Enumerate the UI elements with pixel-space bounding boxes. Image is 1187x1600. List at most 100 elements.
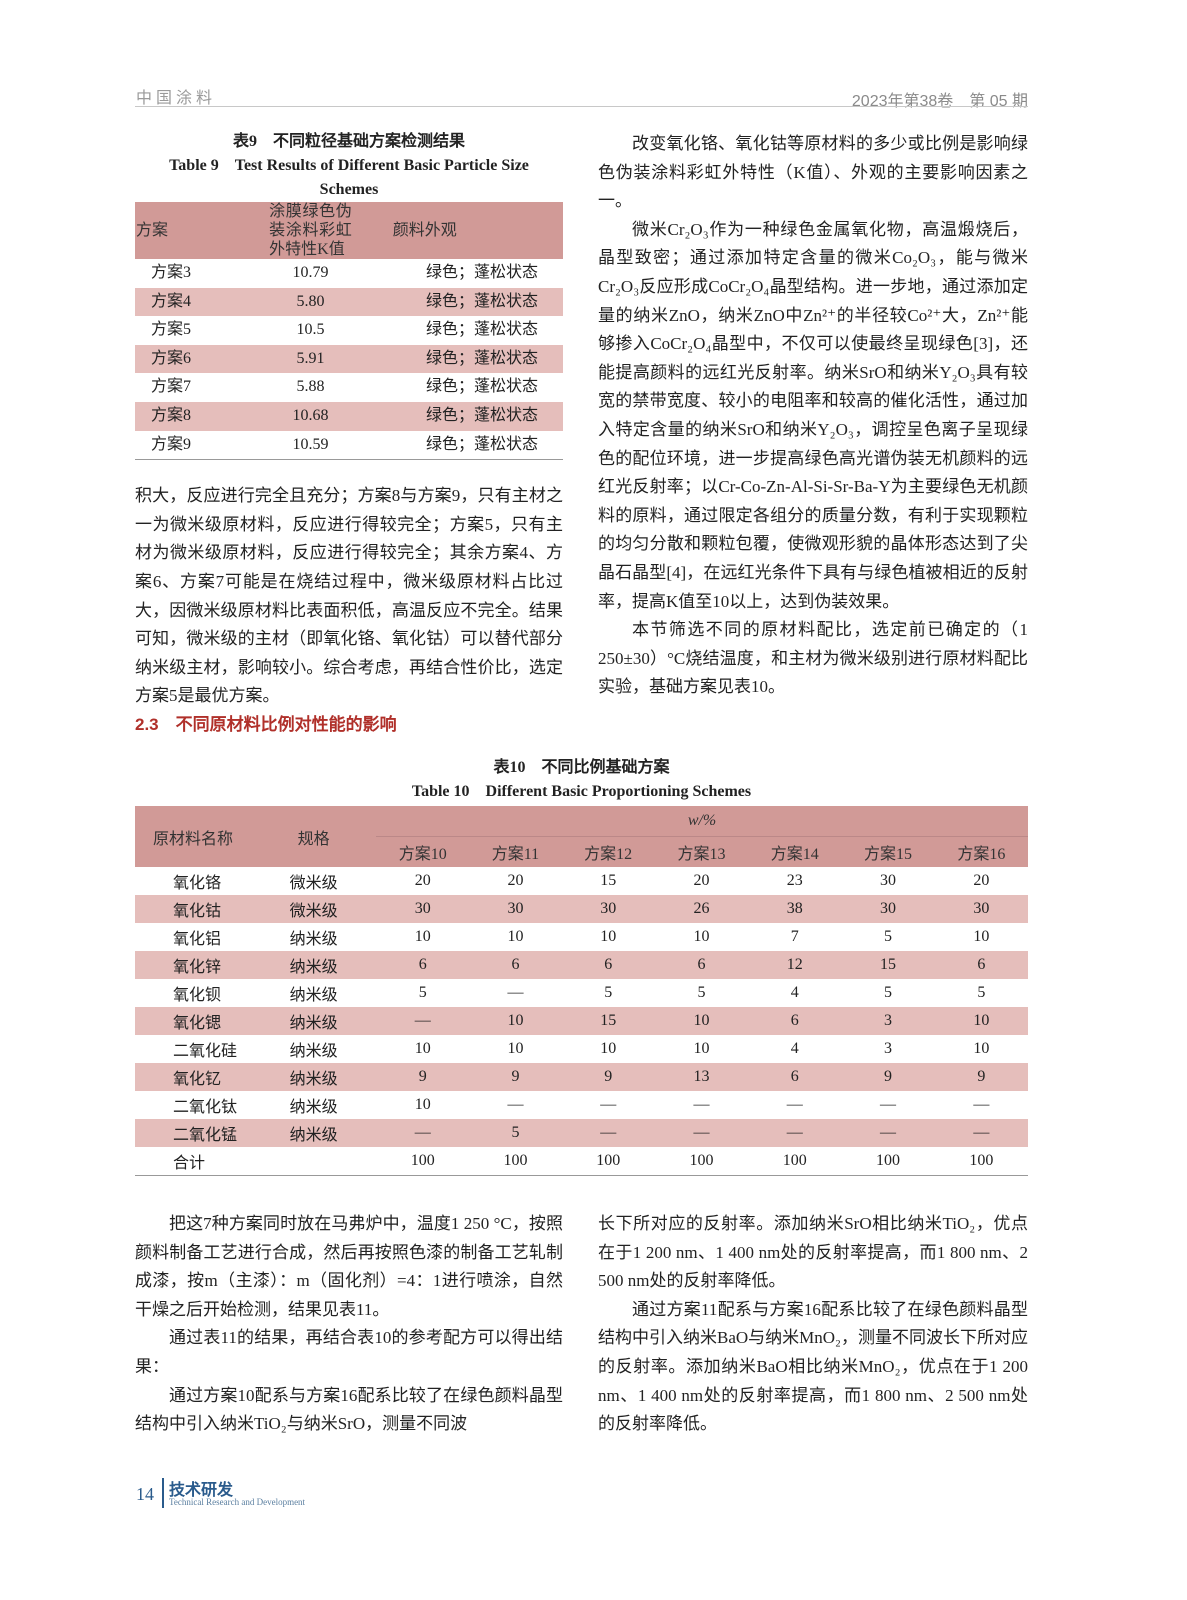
table10-spec: 纳米级 xyxy=(289,1099,338,1116)
table9-row: 方案5 10.5 绿色；蓬松状态 xyxy=(135,316,563,345)
table10-value: 30 xyxy=(469,895,562,923)
table10-row: 氧化钇 纳米级 9 9 9 13 6 9 9 xyxy=(135,1063,1028,1091)
table10-row: 氧化锶 纳米级 —10 15 10 6 3 10 xyxy=(135,1007,1028,1035)
table9-cell: 方案9 xyxy=(135,430,230,461)
table10-spec xyxy=(251,1147,377,1176)
table10-value: 26 xyxy=(654,895,749,923)
table10-scheme-header: 方案16 xyxy=(934,836,1028,867)
table10-material-name: 氧化锶 xyxy=(135,1007,252,1035)
table10-material-name: 二氧化锰 xyxy=(135,1119,252,1147)
table10-value: — xyxy=(880,1096,897,1113)
table10-material-name: 氧化锌 xyxy=(135,951,252,979)
table10-row: 氧化铝 纳米级 10 10 10 10 7 5 10 xyxy=(135,923,1028,951)
table10-value: — xyxy=(376,1007,470,1035)
table10-material-name: 二氧化钛 xyxy=(173,1099,238,1116)
table10-value: 10 xyxy=(414,1040,431,1057)
table10-scheme-header: 方案11 xyxy=(469,836,562,867)
table9-header: 方案 xyxy=(135,202,230,259)
table10-row: 二氧化硅 纳米级 10 10 10 10 4 3 10 xyxy=(135,1035,1028,1063)
table9-cell: 5.91 xyxy=(229,344,392,374)
table10-header-spec: 规格 xyxy=(251,806,377,867)
table9-cell: 绿色；蓬松状态 xyxy=(391,401,563,431)
table10-value: 10 xyxy=(934,1007,1028,1035)
journal-name: 中国涂料 xyxy=(136,90,217,107)
table9-cell: 10.59 xyxy=(229,430,392,461)
section-heading: 2.3 不同原材料比例对性能的影响 xyxy=(135,714,397,734)
table9: 方案 涂膜绿色伪装涂料彩虹外特性K值 颜料外观 方案3 10.79 绿色；蓬松状态方… xyxy=(135,202,563,461)
left-column: 表9 不同粒径基础方案检测结果 Table 9 Test Results of … xyxy=(135,130,563,740)
table10-value: — xyxy=(786,1096,803,1113)
table10-value: 20 xyxy=(973,872,990,889)
table10-value: — xyxy=(934,1119,1028,1147)
table9-cell: 方案5 xyxy=(151,321,192,339)
table10-row: 氧化钴 微米级 30 30 30 26 38 30 30 xyxy=(135,895,1028,923)
table10-value: 3 xyxy=(884,1040,893,1057)
table10-spec: 纳米级 xyxy=(289,1043,338,1060)
table10-value: 30 xyxy=(841,895,935,923)
table9-cell: 方案4 xyxy=(135,287,230,317)
table9-cell: 方案3 xyxy=(151,264,192,281)
table9-cell: 绿色；蓬松状态 xyxy=(391,344,563,374)
table10-value: 10 xyxy=(693,928,710,945)
table10-material-name: 二氧化硅 xyxy=(173,1043,238,1060)
table9-row: 方案6 5.91 绿色；蓬松状态 xyxy=(135,344,563,374)
table10-value: 10 xyxy=(507,1040,524,1057)
table10-value: 10 xyxy=(414,928,431,945)
table9-row: 方案8 10.68 绿色；蓬松状态 xyxy=(135,401,563,431)
table9-cell: 10.5 xyxy=(296,321,325,339)
table10-header-name: 原材料名称 xyxy=(135,806,252,867)
table10-value: — xyxy=(693,1096,710,1113)
table10-value: 7 xyxy=(790,928,799,945)
table10-value: 30 xyxy=(880,872,897,889)
table10-value: 6 xyxy=(748,1007,842,1035)
table10-value: 100 xyxy=(561,1147,655,1176)
table10-caption-en: Table 10 Different Basic Proportioning S… xyxy=(411,783,752,800)
table9-cell: 绿色；蓬松状态 xyxy=(425,264,538,281)
table9-cell: 方案8 xyxy=(135,401,230,431)
table9-cell: 绿色；蓬松状态 xyxy=(391,430,563,461)
table10-value: 6 xyxy=(376,951,470,979)
table10-scheme-header: 方案15 xyxy=(841,836,935,867)
table10-scheme-header: 方案10 xyxy=(376,836,470,867)
table10-value: 20 xyxy=(507,872,524,889)
table10-value: 3 xyxy=(841,1007,935,1035)
table10-spec: 纳米级 xyxy=(251,1007,377,1035)
table10-value: 6 xyxy=(748,1063,842,1091)
table10-value: 6 xyxy=(469,951,562,979)
bottom-left-column: 把这7种方案同时放在马弗炉中，温度1 250 °C，按照颜料制备工艺进行合成，然… xyxy=(135,1210,563,1439)
table10-spec: 纳米级 xyxy=(289,987,338,1004)
table10-scheme-header: 方案13 xyxy=(654,836,749,867)
header-rule xyxy=(135,106,1028,107)
paragraph: 通过方案10配系与方案16配系比较了在绿色颜料晶型结构中引入纳米TiO₂与纳米S… xyxy=(135,1385,563,1434)
table9-header: 颜料外观 xyxy=(391,202,563,259)
table9-row: 方案3 10.79 绿色；蓬松状态 xyxy=(135,259,563,288)
table10-value: — xyxy=(748,1119,842,1147)
bottom-right-column: 长下所对应的反射率。添加纳米SrO相比纳米TiO₂，优点在于1 200 nm、1… xyxy=(598,1210,1028,1439)
table9-caption-cn: 表9 不同粒径基础方案检测结果 xyxy=(232,133,465,150)
table10-value: 100 xyxy=(469,1147,562,1176)
table10-value: 10 xyxy=(973,1040,990,1057)
issue-info: 2023年第38卷 第 05 期 xyxy=(851,93,1028,110)
table10-spec: 纳米级 xyxy=(251,1119,377,1147)
table10-value: 4 xyxy=(790,984,799,1001)
table10-value: 30 xyxy=(561,895,655,923)
table9-cell: 5.88 xyxy=(296,378,325,396)
table10-value: 10 xyxy=(469,1007,562,1035)
table9-row: 方案7 5.88 绿色；蓬松状态 xyxy=(135,373,563,402)
table10-value: 100 xyxy=(376,1147,470,1176)
table10-value: 30 xyxy=(376,895,470,923)
table9-cell: 10.68 xyxy=(229,401,392,431)
table10-value: 15 xyxy=(600,872,617,889)
paragraph: 把这7种方案同时放在马弗炉中，温度1 250 °C，按照颜料制备工艺进行合成，然… xyxy=(135,1214,563,1319)
table9-cell: 5.80 xyxy=(229,287,392,317)
table10-value: — xyxy=(376,1119,470,1147)
table10-value: — xyxy=(600,1096,617,1113)
table10-value: 10 xyxy=(973,928,990,945)
paragraph: 长下所对应的反射率。添加纳米SrO相比纳米TiO₂，优点在于1 200 nm、1… xyxy=(598,1214,1028,1291)
right-column: 改变氧化铬、氧化钴等原材料的多少或比例是影响绿色伪装涂料彩虹外特性（K值）、外观… xyxy=(598,130,1028,702)
table10-material-name: 氧化钴 xyxy=(135,895,252,923)
table10-spec: 纳米级 xyxy=(251,1063,377,1091)
paragraph: 改变氧化铬、氧化钴等原材料的多少或比例是影响绿色伪装涂料彩虹外特性（K值）、外观… xyxy=(598,134,1028,211)
table10-value: 5 xyxy=(884,984,893,1001)
table9-row: 方案4 5.80 绿色；蓬松状态 xyxy=(135,287,563,317)
